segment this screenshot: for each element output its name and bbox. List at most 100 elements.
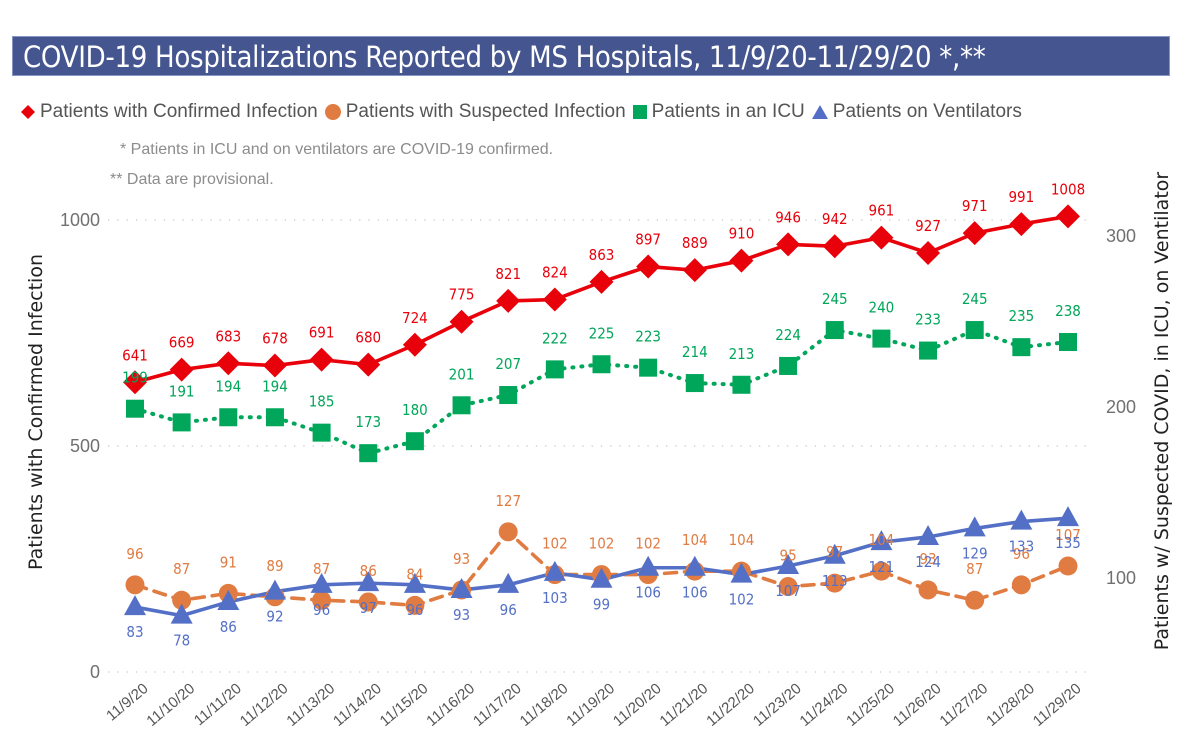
data-label: 683 — [215, 327, 241, 345]
data-point-diamond — [123, 370, 147, 395]
x-tick-label: 11/21/20 — [657, 680, 712, 730]
data-label: 107 — [1055, 526, 1081, 544]
data-label: 96 — [126, 545, 143, 563]
data-point-diamond — [309, 347, 334, 372]
data-label: 185 — [309, 393, 335, 411]
data-point-triangle — [1057, 506, 1079, 527]
x-tick-label: 11/23/20 — [750, 680, 805, 730]
legend-item-suspected[interactable]: Patients with Suspected Infection — [324, 101, 626, 123]
data-point-diamond — [869, 225, 894, 250]
data-label: 84 — [406, 565, 423, 583]
y-right-tick-label: 100 — [1106, 568, 1136, 588]
data-point-square — [499, 386, 518, 405]
data-point-circle — [918, 580, 938, 600]
data-point-square — [872, 329, 891, 348]
data-label: 991 — [1008, 188, 1034, 206]
data-label: 225 — [589, 324, 615, 342]
y-left-tick-label: 0 — [90, 662, 100, 682]
data-point-triangle — [403, 572, 426, 593]
data-label: 897 — [635, 231, 661, 249]
data-label: 135 — [1055, 534, 1081, 552]
data-point-diamond — [729, 248, 754, 273]
legend-item-ventilators[interactable]: Patients on Ventilators — [811, 101, 1022, 123]
data-point-square — [312, 423, 331, 442]
data-point-diamond — [589, 269, 614, 294]
data-point-triangle — [543, 560, 566, 581]
data-point-diamond — [496, 288, 521, 313]
data-label: 194 — [215, 377, 241, 395]
data-point-triangle — [777, 554, 800, 575]
data-point-square — [779, 356, 798, 375]
series-markers — [123, 204, 1080, 624]
y-left-tick-label: 1000 — [60, 210, 100, 230]
data-point-triangle — [170, 603, 193, 624]
data-label: 106 — [682, 584, 708, 602]
data-point-diamond — [1009, 212, 1034, 237]
y-left-tick-label: 500 — [70, 436, 100, 456]
data-label: 240 — [869, 299, 895, 317]
data-label: 641 — [122, 346, 148, 364]
data-label: 824 — [542, 264, 568, 282]
x-tick-label: 11/12/20 — [237, 680, 292, 730]
data-label: 927 — [915, 217, 941, 235]
data-point-triangle — [357, 571, 380, 592]
y-right-axis-title: Patients w/ Suspected COVID, in ICU, on … — [1151, 172, 1173, 651]
data-point-square — [592, 355, 611, 374]
data-point-diamond — [682, 258, 707, 283]
data-label: 93 — [453, 550, 470, 568]
data-point-circle — [498, 522, 518, 542]
data-label: 961 — [869, 202, 895, 220]
data-point-square — [919, 341, 938, 360]
data-label: 207 — [495, 355, 521, 373]
data-label: 121 — [869, 558, 895, 576]
data-label: 129 — [962, 544, 988, 562]
data-label: 214 — [682, 343, 708, 361]
data-point-triangle — [870, 530, 893, 551]
legend-label: Patients with Confirmed Infection — [40, 101, 318, 122]
data-label: 222 — [542, 329, 568, 347]
data-point-triangle — [730, 562, 753, 583]
legend-item-confirmed[interactable]: Patients with Confirmed Infection — [20, 101, 318, 123]
data-label: 971 — [962, 197, 988, 215]
data-label: 96 — [500, 601, 517, 619]
data-label: 233 — [915, 311, 941, 329]
data-point-triangle — [683, 555, 706, 576]
data-label: 87 — [173, 560, 190, 578]
y-right-tick-label: 200 — [1106, 397, 1136, 417]
x-tick-label: 11/17/20 — [470, 680, 525, 730]
data-point-triangle — [217, 589, 240, 610]
legend-item-icu[interactable]: Patients in an ICU — [632, 101, 805, 123]
data-point-circle — [825, 573, 845, 593]
data-label: 102 — [589, 535, 615, 553]
data-point-square — [172, 413, 191, 432]
data-label: 86 — [220, 618, 237, 636]
data-label: 96 — [406, 601, 423, 619]
data-point-circle — [1011, 575, 1031, 595]
data-point-circle — [312, 590, 332, 610]
data-point-triangle — [263, 579, 286, 600]
data-label: 224 — [775, 326, 801, 344]
data-label: 910 — [729, 225, 755, 243]
data-point-square — [452, 396, 471, 415]
legend-label: Patients in an ICU — [651, 101, 805, 122]
data-label: 83 — [126, 623, 143, 641]
data-label: 821 — [495, 265, 521, 283]
data-point-circle — [358, 592, 378, 612]
data-label: 97 — [360, 599, 377, 617]
x-tick-label: 11/18/20 — [517, 680, 572, 730]
data-label: 113 — [822, 572, 848, 590]
data-point-diamond — [962, 221, 987, 246]
x-tick-label: 11/20/20 — [610, 680, 665, 730]
data-label: 124 — [915, 553, 941, 571]
data-label: 106 — [635, 584, 661, 602]
data-point-diamond — [776, 232, 801, 257]
data-point-diamond — [216, 351, 241, 376]
x-tick-label: 11/16/20 — [423, 680, 478, 730]
data-point-square — [639, 358, 658, 377]
data-label: 238 — [1055, 302, 1081, 320]
data-label: 104 — [682, 531, 708, 549]
data-label: 102 — [542, 535, 568, 553]
data-label: 863 — [589, 246, 615, 264]
data-point-circle — [125, 575, 145, 595]
